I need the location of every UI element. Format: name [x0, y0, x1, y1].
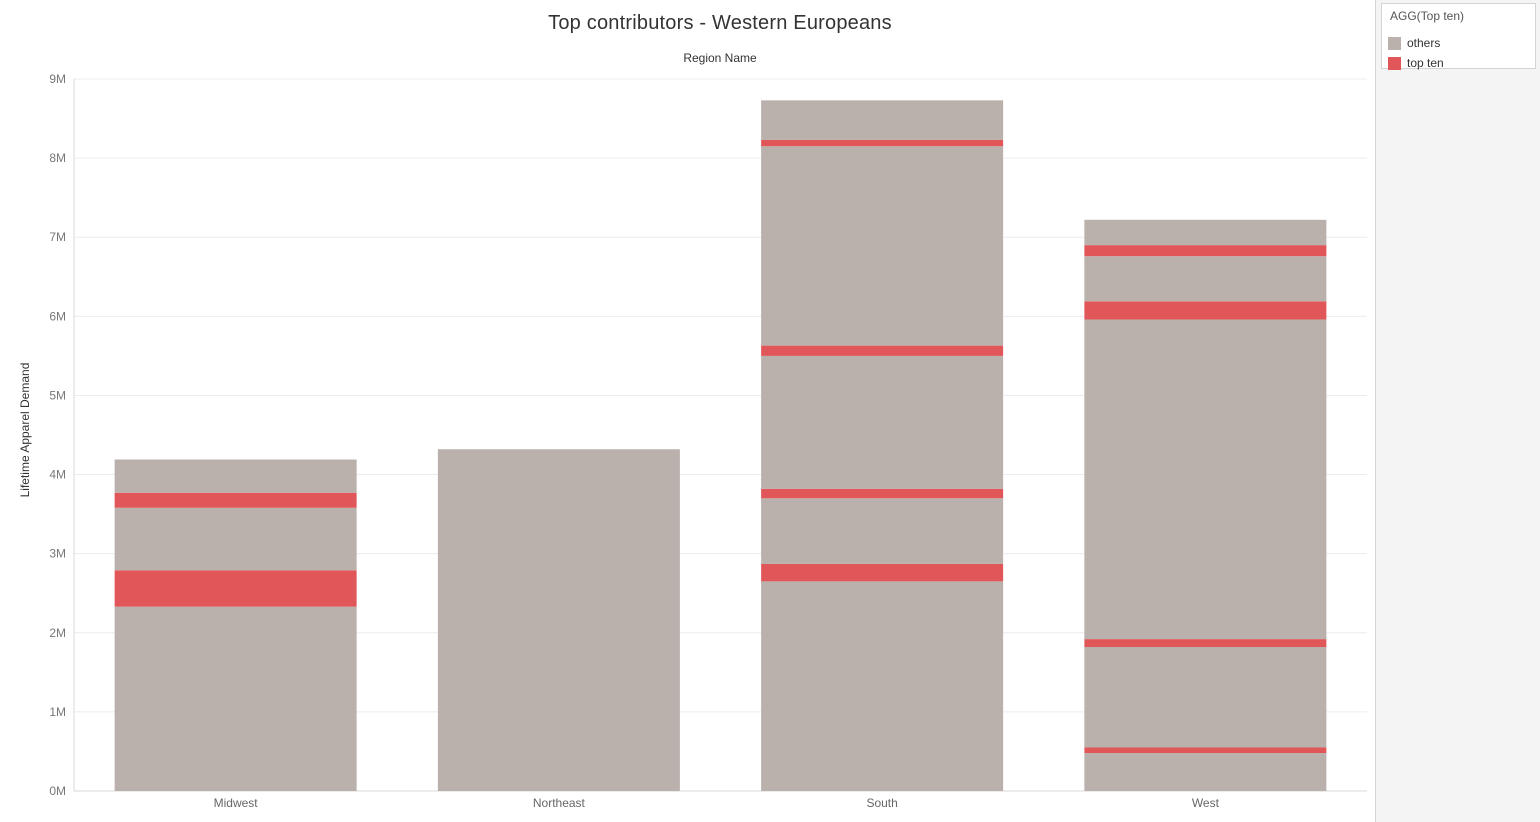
bar-segment-others: [761, 100, 1004, 140]
bar-segment-top-ten: [761, 563, 1004, 582]
x-tick-label: West: [1192, 796, 1220, 810]
bar-segment-others: [1084, 753, 1327, 791]
y-tick-label: 1M: [49, 705, 66, 719]
y-tick-label: 0M: [49, 784, 66, 798]
bar-segment-others: [761, 146, 1004, 346]
legend-title[interactable]: AGG(Top ten): [1390, 9, 1465, 23]
x-tick-label: South: [866, 796, 897, 810]
legend: AGG(Top ten) others top ten: [1381, 3, 1536, 71]
y-tick-label: 8M: [49, 151, 66, 165]
bar-segment-top-ten: [114, 570, 357, 607]
bar-segment-others: [1084, 647, 1327, 748]
bar-segment-top-ten: [1084, 245, 1327, 257]
y-tick-label: 3M: [49, 547, 66, 561]
bar-segment-top-ten: [761, 488, 1004, 499]
bar-segment-top-ten: [1084, 301, 1327, 320]
legend-item-others[interactable]: others: [1388, 35, 1440, 51]
bar-segment-others: [437, 449, 680, 791]
bar-segment-top-ten: [1084, 747, 1327, 754]
y-tick-label: 4M: [49, 468, 66, 482]
bar-segment-others: [761, 355, 1004, 489]
bar-segment-others: [1084, 319, 1327, 640]
bar-segment-others: [761, 498, 1004, 564]
bar-segment-others: [114, 606, 357, 791]
bar-segment-others: [1084, 256, 1327, 302]
y-tick-label: 2M: [49, 626, 66, 640]
chart-area: Top contributors - Western Europeans Reg…: [18, 12, 1367, 810]
x-tick-label: Midwest: [214, 796, 259, 810]
legend-label-top-ten: top ten: [1407, 56, 1444, 70]
bar-segment-top-ten: [1084, 639, 1327, 648]
x-tick-label: Northeast: [533, 796, 586, 810]
column-header: Region Name: [683, 51, 757, 65]
bar-segment-others: [114, 507, 357, 571]
side-panel: AGG(Top ten) others top ten: [1375, 0, 1540, 822]
legend-label-others: others: [1407, 36, 1441, 50]
bar-segment-others: [114, 459, 357, 493]
legend-swatch-others: [1388, 36, 1401, 50]
bar-segment-others: [1084, 219, 1327, 246]
bar-segment-top-ten: [761, 139, 1004, 147]
bar-segment-others: [761, 581, 1004, 791]
y-tick-label: 5M: [49, 388, 66, 402]
bar-segment-top-ten: [761, 345, 1004, 356]
chart-title: Top contributors - Western Europeans: [548, 12, 892, 34]
plot-svg: 0M 1M 2M 3M 4M 5M 6M 7M 8M 9M Midwest Northeast Sout…: [49, 72, 1367, 810]
legend-item-top-ten[interactable]: top ten: [1388, 55, 1444, 71]
y-tick-label: 7M: [49, 230, 66, 244]
y-tick-label: 9M: [49, 72, 66, 86]
y-tick-label: 6M: [49, 309, 66, 323]
legend-swatch-top-ten: [1388, 56, 1401, 70]
bar-segment-top-ten: [114, 492, 357, 508]
